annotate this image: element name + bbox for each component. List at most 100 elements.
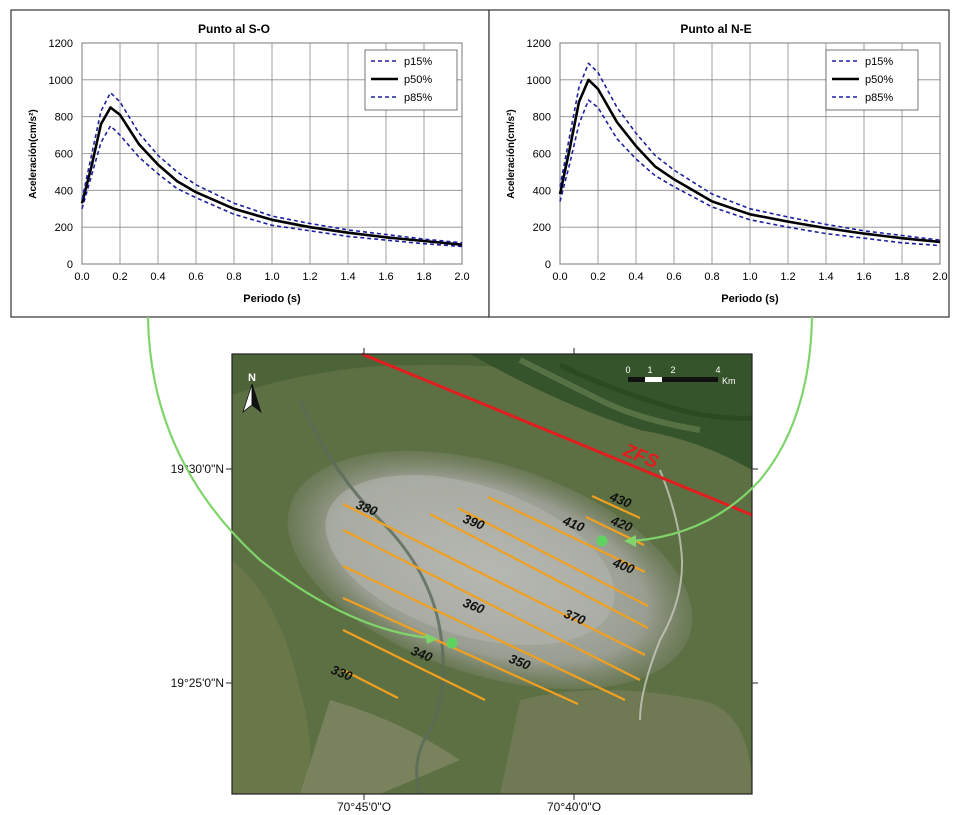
- y-tick-label: 400: [55, 185, 73, 197]
- x-tick-label: 0.8: [226, 271, 241, 283]
- arrow-head-ne: [624, 535, 636, 547]
- series-line-p50: [558, 78, 941, 244]
- scale-seg: [662, 377, 718, 382]
- scale-unit: Km: [722, 376, 736, 386]
- scale-tick-label: 2: [670, 365, 675, 375]
- series-line-p85: [559, 62, 941, 241]
- arrow-head-so: [425, 633, 438, 644]
- north-arrow-right: [251, 383, 262, 414]
- terrain-patch: [232, 560, 310, 794]
- lat-label: 19°25'0"N: [171, 676, 224, 690]
- satellite-map: ZFS 430 420 410 400 390 380 370 360 350 …: [171, 348, 758, 814]
- mountain-terrain: [470, 354, 752, 470]
- scale-tick-label: 0: [625, 365, 630, 375]
- x-tick-label: 0.0: [552, 271, 567, 283]
- chart-left-ylabel: Aceleración(cm/s²): [28, 109, 39, 198]
- x-tick-label: 1.8: [894, 271, 909, 283]
- y-tick-label: 200: [533, 222, 551, 234]
- chart-left-legend: p15% p50% p85%: [364, 49, 458, 111]
- scale-tick-label: 1: [647, 365, 652, 375]
- north-label: N: [248, 372, 256, 384]
- terrain-ridge: [518, 357, 701, 433]
- y-tick-label: 1200: [527, 38, 551, 50]
- y-tick-label: 800: [55, 112, 73, 124]
- x-tick-label: 1.2: [302, 271, 317, 283]
- contour-line-430: [591, 495, 641, 519]
- point-ne: [596, 535, 608, 547]
- contour-line-350: [342, 596, 579, 706]
- x-tick-label: 0.6: [666, 271, 681, 283]
- contour-line-370: [342, 529, 641, 681]
- arrow-ne: [631, 316, 814, 543]
- x-tick-label: 1.6: [856, 271, 871, 283]
- point-so: [446, 637, 458, 649]
- scale-seg: [628, 377, 645, 382]
- chart-panel-left: Punto al S-O 0.0 0.2 0.4 0.6 0.8 1.0 1.2 1.4 1.6…: [10, 9, 490, 318]
- north-arrow-icon: N: [242, 372, 262, 414]
- x-tick-label: 2.0: [932, 271, 947, 283]
- legend-label-p85: p85%: [865, 92, 893, 104]
- chart-panel-right: Punto al N-E 0.0 0.2 0.4 0.6 0.8 1.0 1.2 1.4 1.6…: [488, 9, 950, 318]
- map-frame: [231, 353, 753, 795]
- x-tick-label: 0.2: [112, 271, 127, 283]
- legend-label-p50: p50%: [865, 74, 893, 86]
- x-tick-label: 1.0: [742, 271, 757, 283]
- contour-line-340: [342, 629, 486, 701]
- river: [298, 399, 445, 795]
- y-tick-label: 400: [533, 185, 551, 197]
- x-tick-label: 2.0: [454, 271, 469, 283]
- x-tick-label: 1.8: [416, 271, 431, 283]
- connector-arrows: [146, 316, 814, 644]
- chart-left-title: Punto al S-O: [198, 22, 270, 36]
- contour-line-400: [457, 507, 649, 607]
- arrow-so: [146, 316, 431, 640]
- x-tick-label: 0.4: [628, 271, 643, 283]
- terrain-patch: [500, 690, 752, 794]
- x-tick-label: 0.0: [74, 271, 89, 283]
- y-tick-label: 1000: [49, 75, 73, 87]
- contour-line-380: [342, 503, 646, 656]
- chart-right-title: Punto al N-E: [680, 22, 751, 36]
- y-tick-label: 800: [533, 112, 551, 124]
- legend-label-p15: p15%: [404, 56, 432, 68]
- scale-bar: 0 1 2 4 Km: [625, 365, 735, 386]
- road: [639, 469, 684, 721]
- chart-right-ylabel: Aceleración(cm/s²): [506, 109, 517, 198]
- y-tick-label: 600: [55, 149, 73, 161]
- x-tick-label: 0.6: [188, 271, 203, 283]
- chart-left-xlabel: Periodo (s): [243, 293, 301, 305]
- y-tick-label: 0: [545, 259, 551, 271]
- x-tick-label: 0.2: [590, 271, 605, 283]
- x-tick-label: 1.4: [340, 271, 355, 283]
- legend-label-p85: p85%: [404, 92, 432, 104]
- x-tick-label: 0.8: [704, 271, 719, 283]
- scale-tick-label: 4: [715, 365, 720, 375]
- lon-label: 70°40'0"O: [547, 800, 601, 814]
- x-tick-label: 1.0: [264, 271, 279, 283]
- y-tick-label: 200: [55, 222, 73, 234]
- legend-label-p15: p15%: [865, 56, 893, 68]
- series-line-p15: [559, 99, 941, 247]
- y-tick-label: 1000: [527, 75, 551, 87]
- chart-right-legend: p15% p50% p85%: [825, 49, 919, 111]
- series-line-p50: [80, 106, 463, 246]
- y-tick-label: 600: [533, 149, 551, 161]
- fault-line: [361, 352, 753, 517]
- contour-line-330: [342, 669, 399, 699]
- terrain-ridge: [558, 362, 753, 421]
- contour-line-360: [342, 565, 626, 701]
- y-tick-label: 1200: [49, 38, 73, 50]
- lat-label: 19°30'0"N: [171, 462, 224, 476]
- x-tick-label: 1.2: [780, 271, 795, 283]
- contour-line-410: [487, 496, 646, 573]
- x-tick-label: 0.4: [150, 271, 165, 283]
- contour-line-390: [429, 513, 649, 629]
- x-tick-label: 1.6: [378, 271, 393, 283]
- legend-label-p50: p50%: [404, 74, 432, 86]
- x-tick-label: 1.4: [818, 271, 833, 283]
- series-line-p15: [81, 125, 463, 248]
- scale-seg: [645, 377, 662, 382]
- y-tick-label: 0: [67, 259, 73, 271]
- terrain-patch: [300, 700, 460, 794]
